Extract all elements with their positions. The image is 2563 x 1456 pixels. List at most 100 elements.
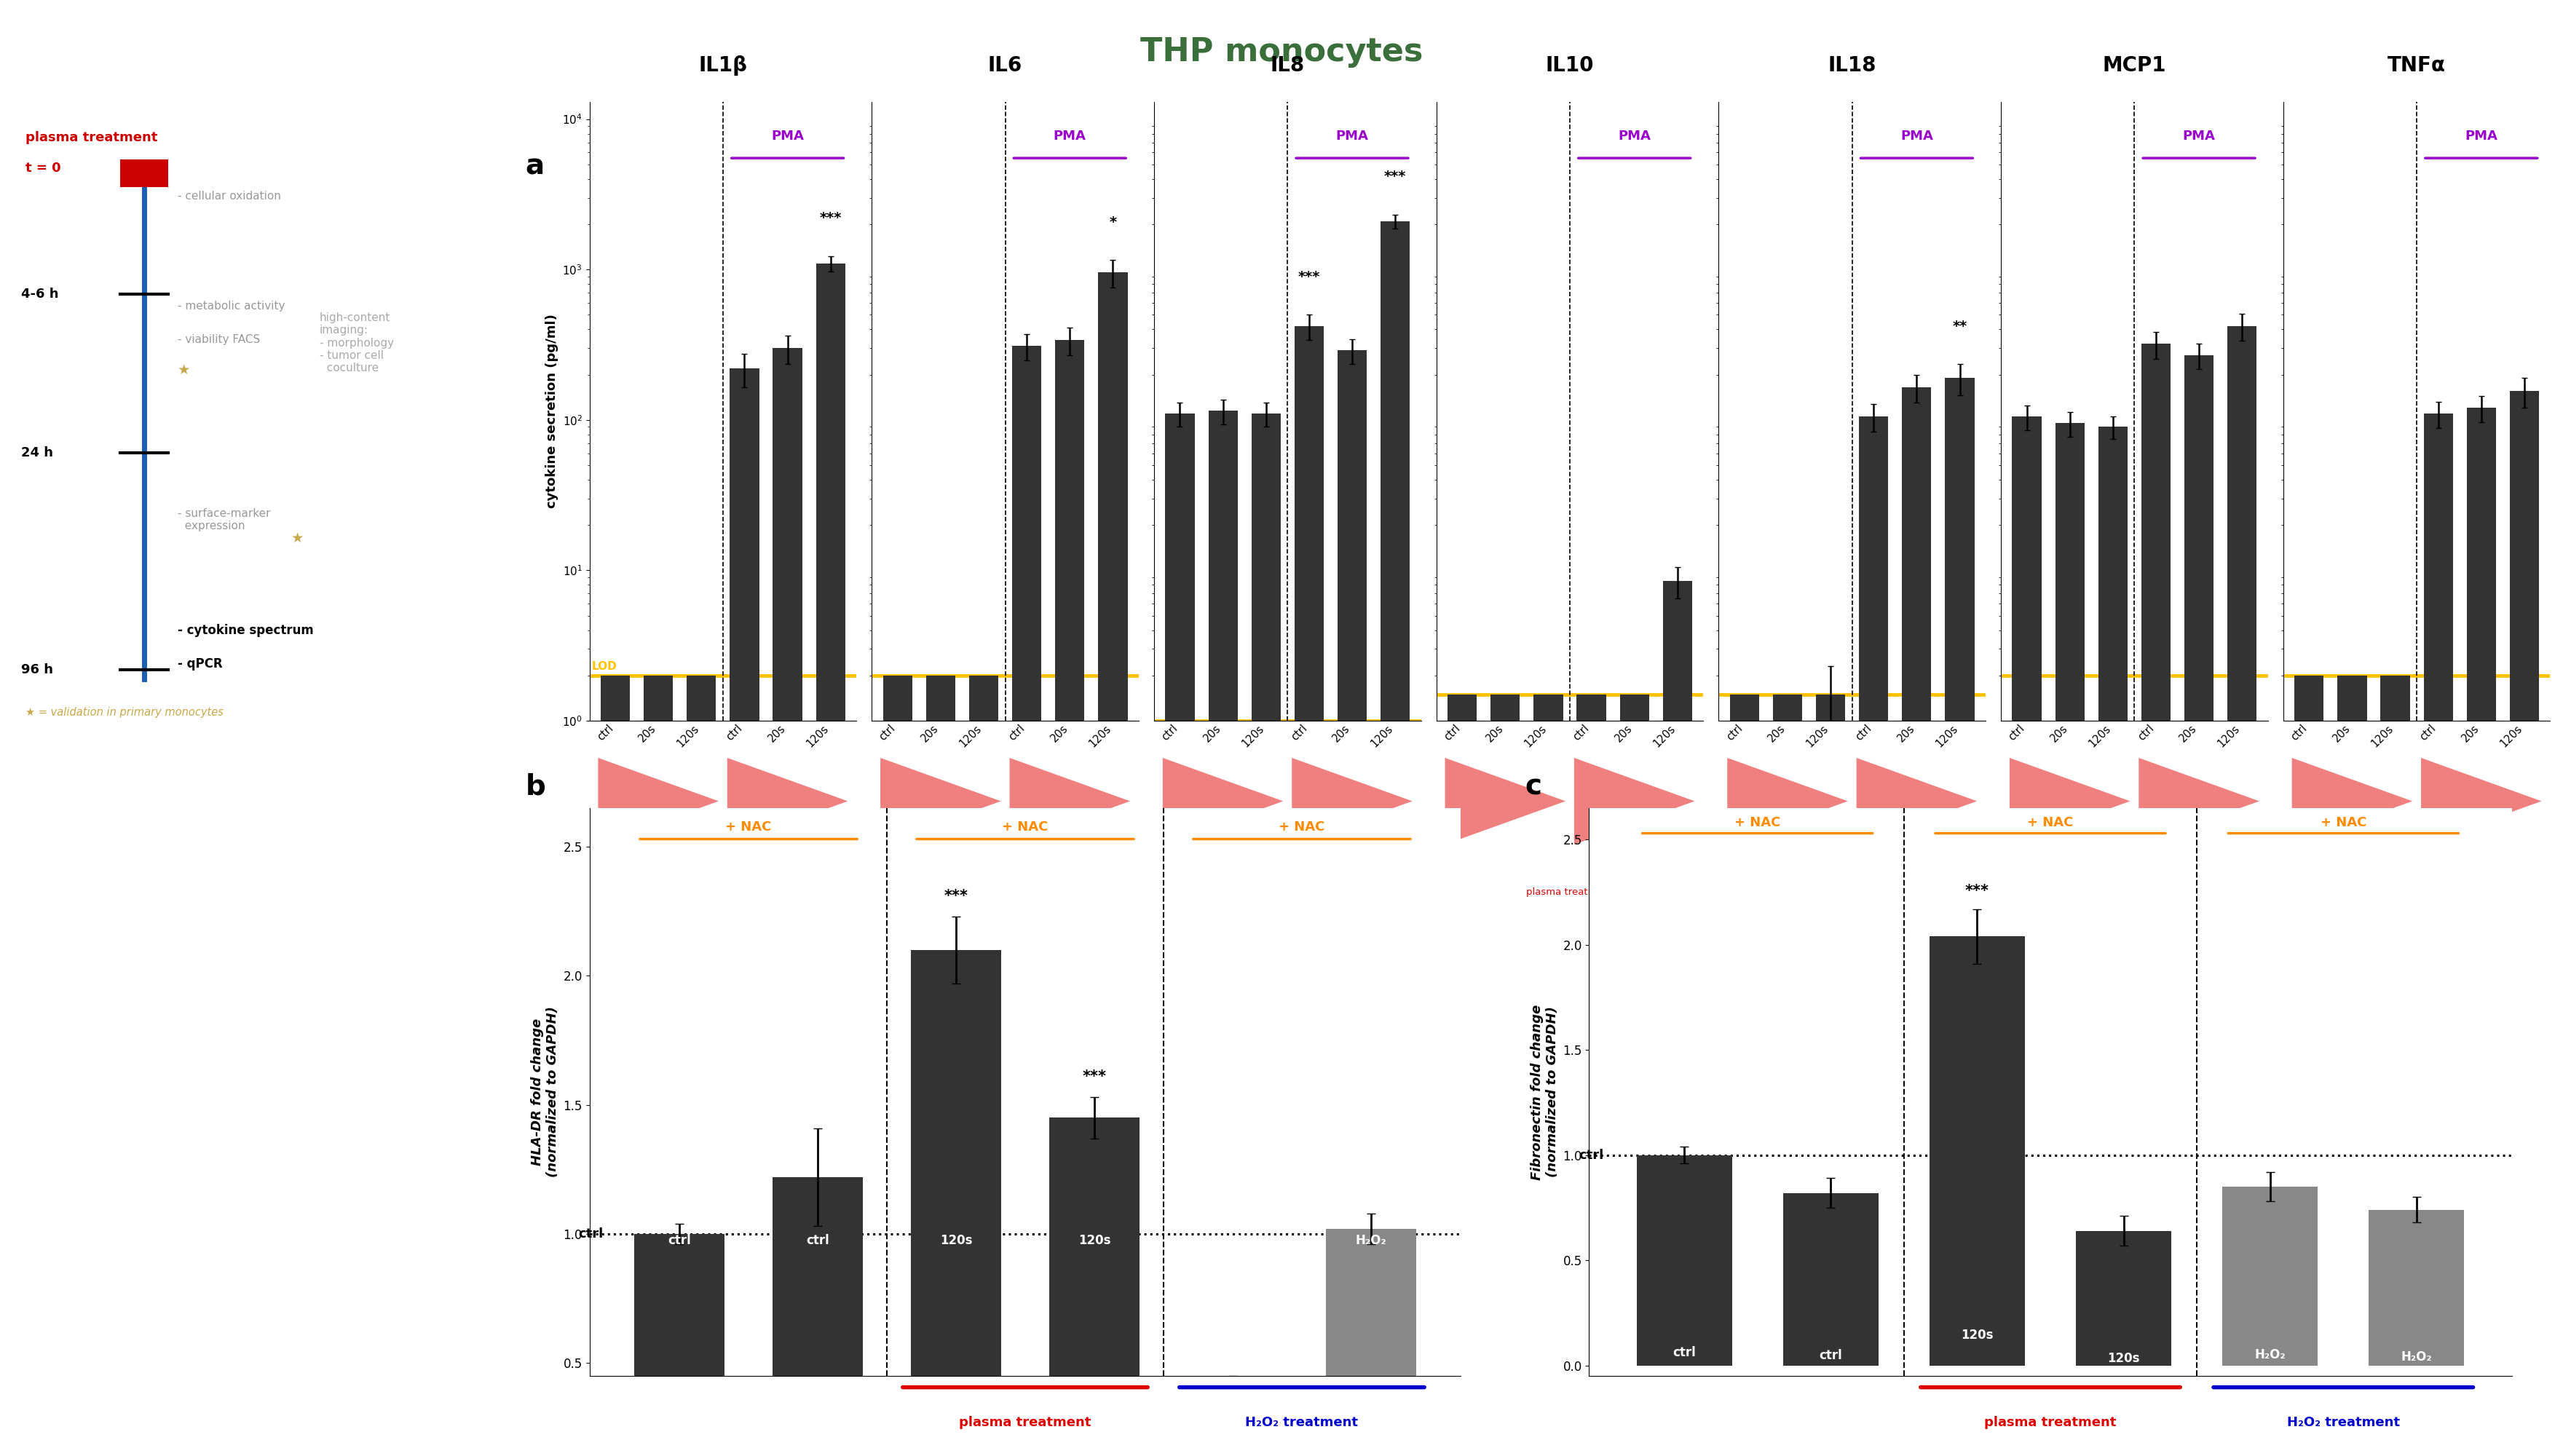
Text: PMA: PMA	[771, 130, 805, 143]
Text: ★ = validation in primary monocytes: ★ = validation in primary monocytes	[26, 708, 223, 718]
Bar	[2381, 676, 2409, 1456]
Text: plasma treatment: plasma treatment	[26, 131, 159, 144]
Bar	[2056, 424, 2084, 1456]
Text: H₂O₂ treatment: H₂O₂ treatment	[2286, 1415, 2399, 1428]
Text: plasma treatment: plasma treatment	[961, 888, 1048, 897]
Bar	[884, 676, 912, 1456]
Text: PMA: PMA	[1899, 130, 1933, 143]
Text: ctrl: ctrl	[1820, 1350, 1843, 1363]
Bar	[687, 676, 715, 1456]
Y-axis label: Fibronectin fold change
(normalized to GAPDH): Fibronectin fold change (normalized to G…	[1530, 1005, 1558, 1179]
Text: PMA: PMA	[1053, 130, 1087, 143]
Bar	[1207, 411, 1238, 1456]
Text: ctrl: ctrl	[1674, 1345, 1697, 1358]
Bar	[1945, 379, 1974, 1456]
Text: THP monocytes: THP monocytes	[1141, 36, 1422, 67]
Text: ***: ***	[943, 890, 969, 904]
Text: + NAC: + NAC	[1002, 821, 1048, 834]
Text: plasma treatment: plasma treatment	[1243, 888, 1330, 897]
Bar	[1620, 695, 1648, 1456]
Text: + NAC: + NAC	[725, 821, 771, 834]
Text: H₂O₂: H₂O₂	[1356, 1233, 1387, 1246]
Bar	[815, 264, 846, 1456]
Bar	[1930, 936, 2025, 1366]
Bar	[1448, 695, 1476, 1456]
Title: IL8: IL8	[1271, 55, 1305, 76]
Text: ★: ★	[292, 531, 305, 546]
Bar	[2012, 416, 2043, 1456]
Bar	[1381, 221, 1410, 1456]
Bar	[2466, 408, 2496, 1456]
Text: plasma treatment: plasma treatment	[1984, 1415, 2117, 1428]
Text: ctrl: ctrl	[1579, 1149, 1604, 1162]
Bar	[2184, 355, 2214, 1456]
Title: IL10: IL10	[1545, 55, 1594, 76]
Text: + NAC: + NAC	[2027, 815, 2073, 828]
Text: 4-6 h: 4-6 h	[21, 287, 59, 300]
Text: 96 h: 96 h	[21, 664, 54, 677]
Bar	[2337, 676, 2366, 1456]
Bar	[1576, 695, 1607, 1456]
Bar	[1097, 272, 1128, 1456]
Bar	[774, 1176, 864, 1456]
Bar	[2222, 1187, 2317, 1366]
Bar	[2425, 414, 2453, 1456]
Text: H₂O₂ treatment: H₂O₂ treatment	[1246, 1415, 1358, 1428]
Polygon shape	[2138, 757, 2258, 844]
Polygon shape	[1164, 757, 1284, 844]
Text: plasma treatment: plasma treatment	[2373, 888, 2460, 897]
Bar	[1817, 695, 1845, 1456]
Text: ★: ★	[177, 364, 190, 377]
Text: ctrl: ctrl	[669, 1233, 692, 1246]
Bar	[2099, 427, 2127, 1456]
Text: ***: ***	[1966, 884, 1989, 898]
Text: **: **	[1953, 319, 1968, 333]
Text: *: *	[1110, 215, 1117, 229]
Bar	[1056, 339, 1084, 1456]
Bar	[1325, 1229, 1415, 1456]
Polygon shape	[2009, 757, 2130, 844]
Bar	[600, 676, 630, 1456]
Bar	[774, 348, 802, 1456]
Title: MCP1: MCP1	[2102, 55, 2166, 76]
Text: ***: ***	[820, 211, 841, 226]
Text: plasma treatment: plasma treatment	[1528, 888, 1612, 897]
Title: TNFα: TNFα	[2389, 55, 2445, 76]
Bar	[1533, 695, 1563, 1456]
Bar	[1784, 1192, 1879, 1366]
Text: a: a	[525, 153, 543, 181]
Bar	[2368, 1210, 2463, 1366]
Bar	[1338, 351, 1366, 1456]
Polygon shape	[1727, 757, 1848, 844]
Polygon shape	[882, 757, 1002, 844]
Bar	[1048, 1118, 1141, 1456]
Text: ***: ***	[1082, 1070, 1107, 1085]
Polygon shape	[1292, 757, 1412, 844]
Bar	[1730, 695, 1758, 1456]
Bar	[1663, 581, 1692, 1456]
Text: - qPCR: - qPCR	[177, 657, 223, 670]
Text: + NAC: + NAC	[1279, 821, 1325, 834]
Text: - viability FACS: - viability FACS	[177, 335, 259, 345]
Bar	[1166, 414, 1194, 1456]
Text: plasma treatment: plasma treatment	[959, 1415, 1092, 1428]
Text: high-content
imaging:
- morphology
- tumor cell
  coculture: high-content imaging: - morphology - tum…	[320, 312, 395, 374]
Title: IL18: IL18	[1827, 55, 1876, 76]
Bar	[636, 1235, 725, 1456]
Text: b: b	[525, 773, 546, 801]
Bar	[1251, 414, 1282, 1456]
Polygon shape	[1856, 757, 1976, 844]
Text: LOD: LOD	[592, 661, 618, 673]
Bar	[2227, 326, 2255, 1456]
Polygon shape	[728, 757, 848, 844]
Text: PMA: PMA	[1617, 130, 1651, 143]
Polygon shape	[2291, 757, 2412, 844]
Text: - surface-marker
  expression: - surface-marker expression	[177, 508, 269, 531]
Bar	[2294, 676, 2325, 1456]
Text: plasma treatment: plasma treatment	[2091, 888, 2179, 897]
Text: H₂O₂: H₂O₂	[2255, 1348, 2286, 1361]
Bar	[2140, 344, 2171, 1456]
Polygon shape	[2422, 757, 2542, 844]
Text: ctrl: ctrl	[807, 1233, 830, 1246]
Text: PMA: PMA	[2184, 130, 2214, 143]
